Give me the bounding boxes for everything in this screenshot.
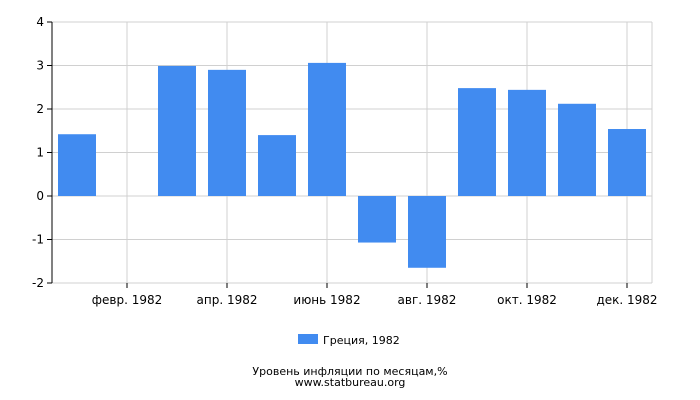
bar [258, 135, 296, 196]
x-axis-labels: февр. 1982 апр. 1982 июнь 1982 авг. 1982 окт… [92, 293, 658, 307]
x-tick-label: апр. 1982 [197, 293, 258, 307]
bar [58, 134, 96, 196]
bar [508, 89, 546, 196]
bar [358, 196, 396, 243]
y-axis-labels: -2 -1 0 1 2 3 4 [32, 15, 44, 290]
chart-title: Уровень инфляции по месяцам,% [252, 365, 447, 378]
chart-subtitle: www.statbureau.org [295, 376, 406, 389]
bar [608, 129, 646, 196]
x-tick-label: авг. 1982 [398, 293, 457, 307]
y-tick-label: -2 [32, 276, 44, 290]
legend-swatch [298, 334, 318, 344]
bar [158, 65, 196, 196]
x-tick-label: дек. 1982 [596, 293, 657, 307]
bar [558, 103, 596, 196]
bar [458, 88, 496, 196]
legend-label: Греция, 1982 [323, 334, 400, 347]
y-tick-label: 4 [36, 15, 44, 29]
y-tick-label: 2 [36, 102, 44, 116]
y-tick-label: 3 [36, 59, 44, 73]
x-tick-label: окт. 1982 [497, 293, 557, 307]
y-tick-label: 1 [36, 146, 44, 160]
x-tick-label: февр. 1982 [92, 293, 163, 307]
bar [308, 62, 346, 196]
x-tick-label: июнь 1982 [293, 293, 360, 307]
bar [408, 196, 446, 268]
y-tick-label: -1 [32, 233, 44, 247]
axes [47, 21, 628, 288]
bar [208, 69, 246, 196]
bars [58, 62, 646, 268]
y-tick-label: 0 [36, 189, 44, 203]
legend: Греция, 1982 [298, 334, 400, 347]
